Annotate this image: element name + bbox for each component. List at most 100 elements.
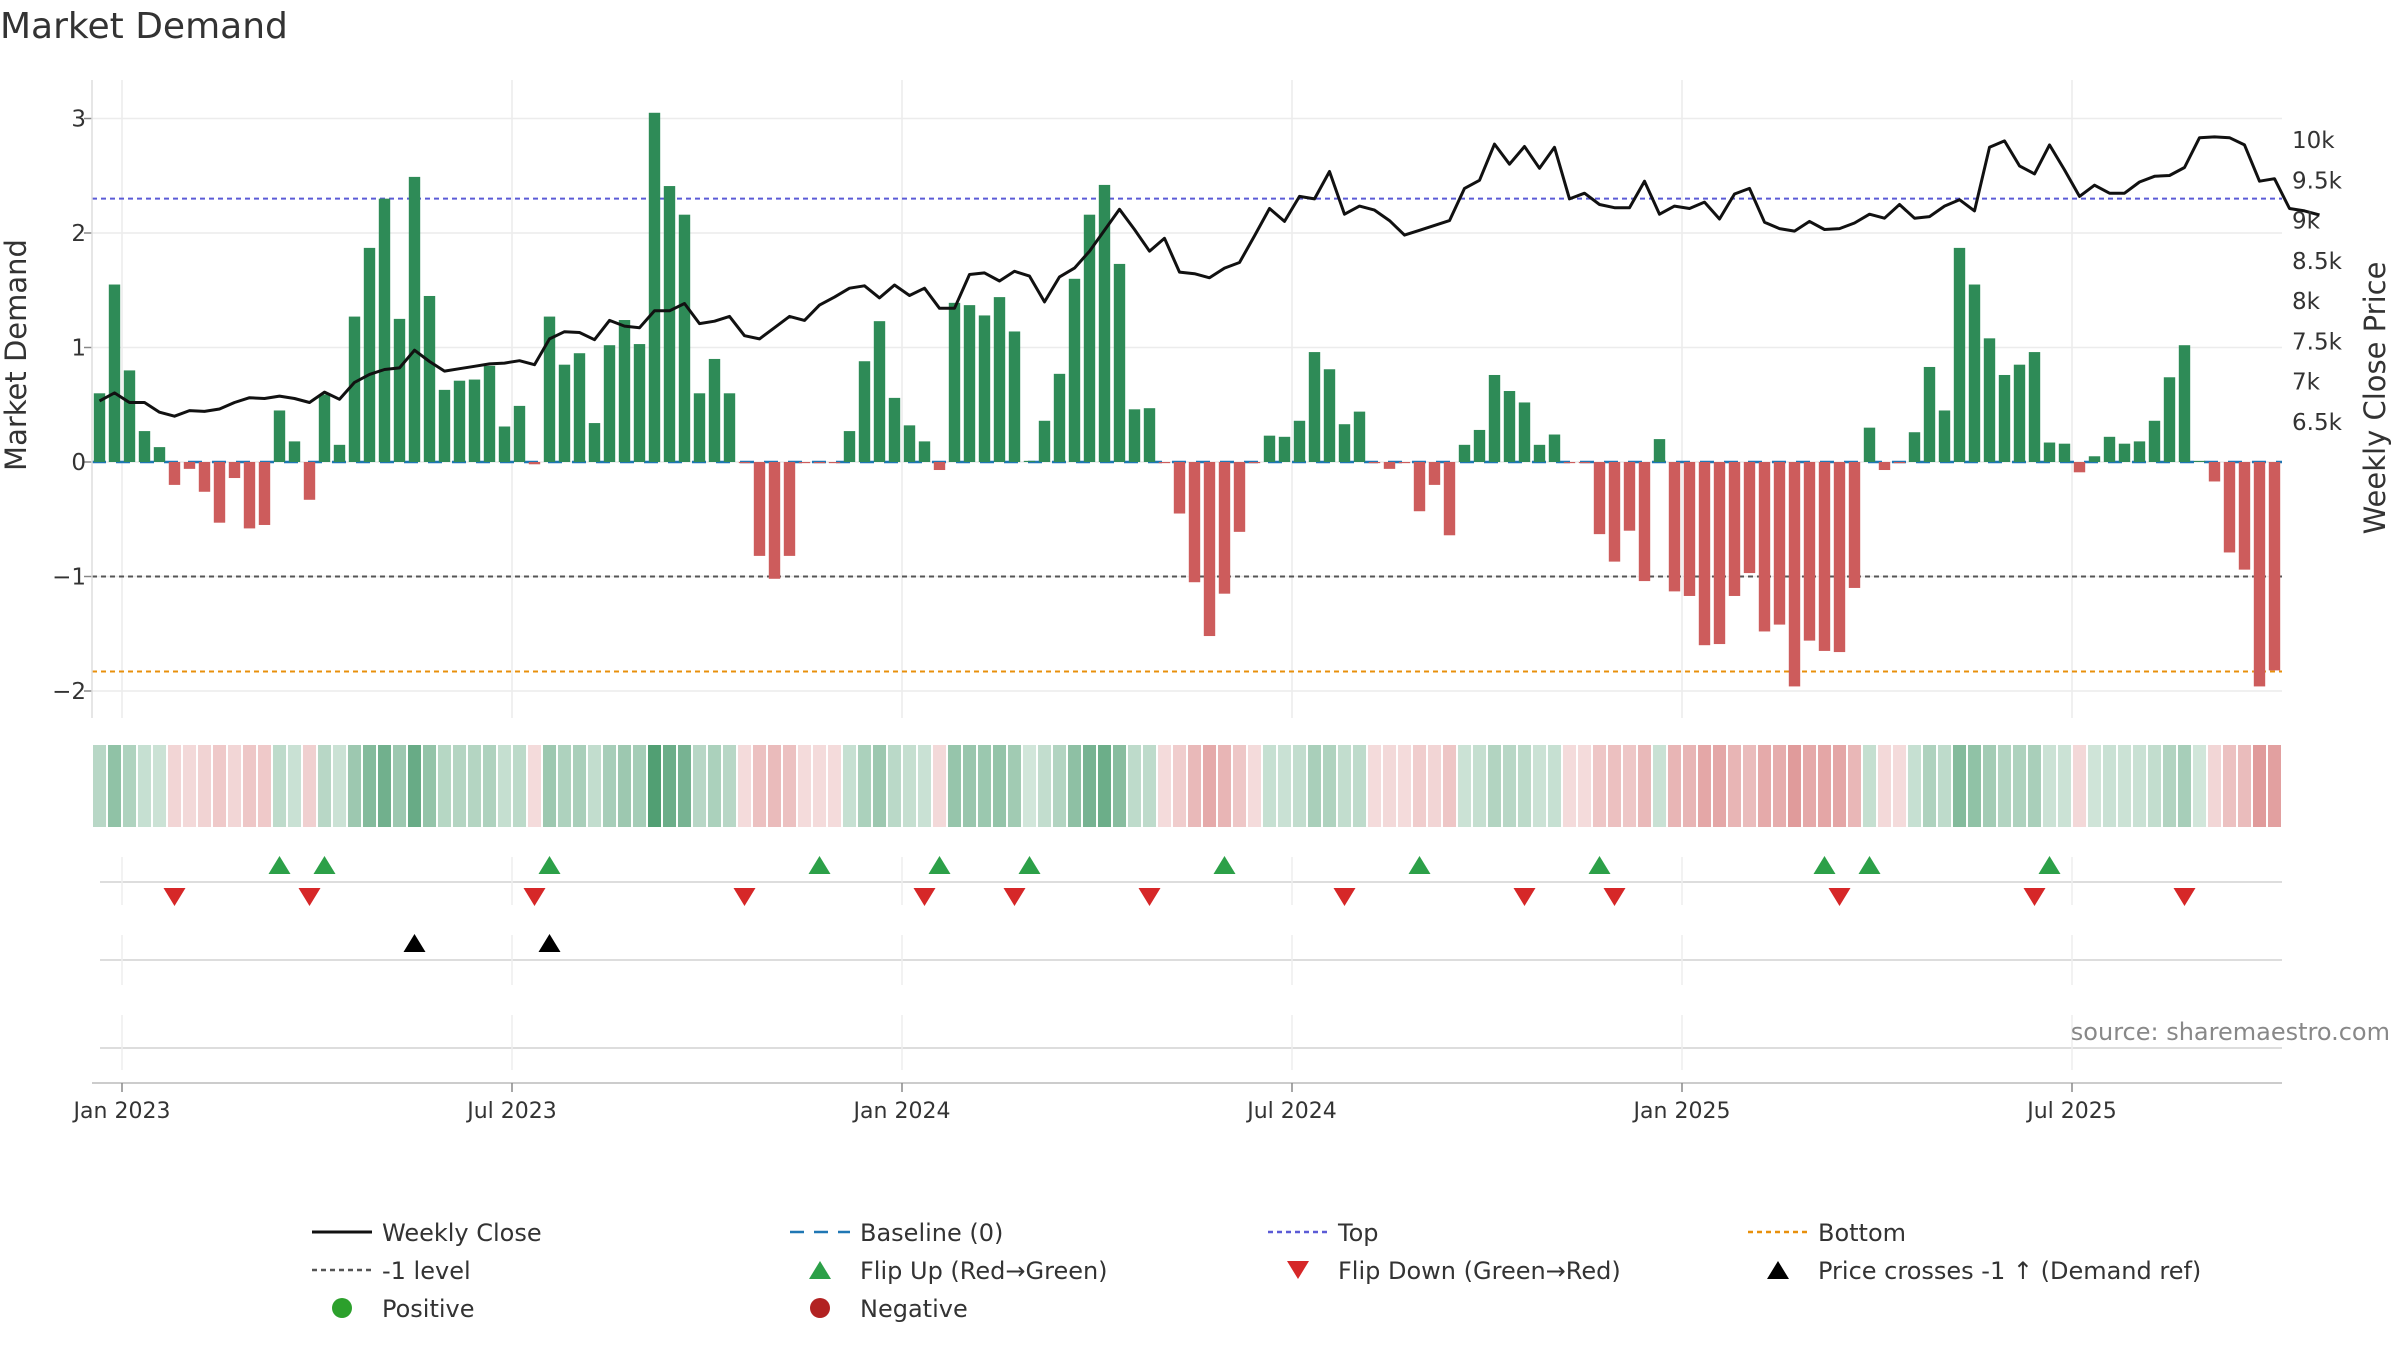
demand-bar-negative (768, 462, 781, 579)
heat-cell (1203, 745, 1216, 827)
demand-bar-positive (723, 393, 736, 462)
demand-bar-positive (918, 441, 931, 462)
heat-cell (948, 745, 961, 827)
heat-cell (108, 745, 121, 827)
demand-bar-negative (813, 462, 826, 464)
heat-cell (1053, 745, 1066, 827)
heat-cell (648, 745, 661, 827)
heat-cell (1158, 745, 1171, 827)
y-axis-label-left: Market Demand (0, 239, 33, 471)
price-cross-marker (403, 934, 426, 952)
demand-bar-positive (453, 380, 466, 462)
flip-up-marker (1588, 856, 1611, 874)
demand-bar-positive (603, 345, 616, 462)
demand-bar-positive (543, 316, 556, 462)
demand-bar-negative (798, 462, 811, 464)
demand-bar-negative (2238, 462, 2251, 570)
heat-cell (318, 745, 331, 827)
demand-bar-positive (963, 305, 976, 462)
heat-cell (858, 745, 871, 827)
legend-label: Flip Up (Red→Green) (860, 1257, 1108, 1285)
heat-cell (2133, 745, 2146, 827)
source-credit: source: sharemaestro.com (2071, 1018, 2390, 1046)
heat-cell (1548, 745, 1561, 827)
flip-down-marker (2173, 888, 2196, 906)
legend-label: Positive (382, 1295, 475, 1323)
demand-bar-negative (933, 462, 946, 471)
heat-cell (1338, 745, 1351, 827)
demand-bar-positive (1023, 460, 1036, 462)
demand-bar-positive (1968, 284, 1981, 462)
heat-cell (1743, 745, 1756, 827)
demand-bar-positive (2043, 442, 2056, 462)
legend-swatch (809, 1261, 831, 1279)
legend-item-top: Top (1268, 1219, 1379, 1247)
flip-down-marker (1603, 888, 1626, 906)
heat-cell (618, 745, 631, 827)
demand-bar-positive (708, 358, 721, 462)
heat-cell (1623, 745, 1636, 827)
heat-cell (1788, 745, 1801, 827)
demand-bar-positive (633, 344, 646, 462)
heat-cell (1983, 745, 1996, 827)
heat-cell (1893, 745, 1906, 827)
demand-bar-negative (1878, 462, 1891, 471)
demand-bar-positive (123, 370, 136, 462)
y-tick-label-left: −1 (52, 565, 86, 591)
demand-bar-positive (2148, 420, 2161, 462)
heat-cell (2163, 745, 2176, 827)
heat-cell (243, 745, 256, 827)
demand-bar-positive (663, 186, 676, 462)
flip-down-marker (913, 888, 936, 906)
legend-item-price-cross: Price crosses -1 ↑ (Demand ref) (1767, 1257, 2201, 1285)
demand-bar-negative (1698, 462, 1711, 646)
heat-cell (1413, 745, 1426, 827)
heat-cell (93, 745, 106, 827)
legend-label: Top (1337, 1219, 1379, 1247)
y-tick-label-right: 9.5k (2292, 168, 2343, 194)
demand-bar-positive (1518, 402, 1531, 462)
heat-cell (1083, 745, 1096, 827)
event-markers (100, 856, 2282, 1070)
flip-down-marker (298, 888, 321, 906)
demand-bar-positive (1653, 439, 1666, 462)
heat-cell (2103, 745, 2116, 827)
demand-bar-negative (1683, 462, 1696, 596)
heat-cell (1428, 745, 1441, 827)
y-tick-label-right: 10k (2292, 128, 2335, 154)
demand-bar-negative (1803, 462, 1816, 641)
demand-bar-negative (1248, 462, 1261, 464)
chart-title: Market Demand (0, 6, 288, 47)
heat-cell (828, 745, 841, 827)
demand-bar-negative (1233, 462, 1246, 532)
price-cross-marker (538, 934, 561, 952)
heat-cell (1698, 745, 1711, 827)
legend-swatch (1287, 1261, 1309, 1279)
heat-cell (1128, 745, 1141, 827)
demand-bar-positive (1533, 444, 1546, 462)
heat-cell (138, 745, 151, 827)
legend-item-baseline: Baseline (0) (790, 1219, 1003, 1247)
demand-bar-positive (888, 397, 901, 462)
heat-cell (1803, 745, 1816, 827)
demand-bar-negative (2223, 462, 2236, 553)
y-tick-label-right: 7k (2292, 370, 2321, 396)
demand-bar-positive (1128, 409, 1141, 462)
heat-cell (1458, 745, 1471, 827)
y-tick-label-left: 1 (71, 336, 86, 362)
heat-cell (123, 745, 136, 827)
heat-cell (408, 745, 421, 827)
heat-cell (678, 745, 691, 827)
flip-up-marker (1213, 856, 1236, 874)
demand-bar-positive (1053, 373, 1066, 462)
legend-label: Price crosses -1 ↑ (Demand ref) (1818, 1257, 2201, 1285)
demand-bar-negative (2268, 462, 2281, 671)
y-tick-label-right: 8.5k (2292, 249, 2343, 275)
demand-bar-negative (1668, 462, 1681, 592)
heat-cell (1908, 745, 1921, 827)
demand-bar-positive (318, 394, 331, 462)
demand-bar-negative (1188, 462, 1201, 583)
flip-up-marker (2038, 856, 2061, 874)
demand-bar-negative (228, 462, 241, 479)
demand-bar-negative (1758, 462, 1771, 632)
